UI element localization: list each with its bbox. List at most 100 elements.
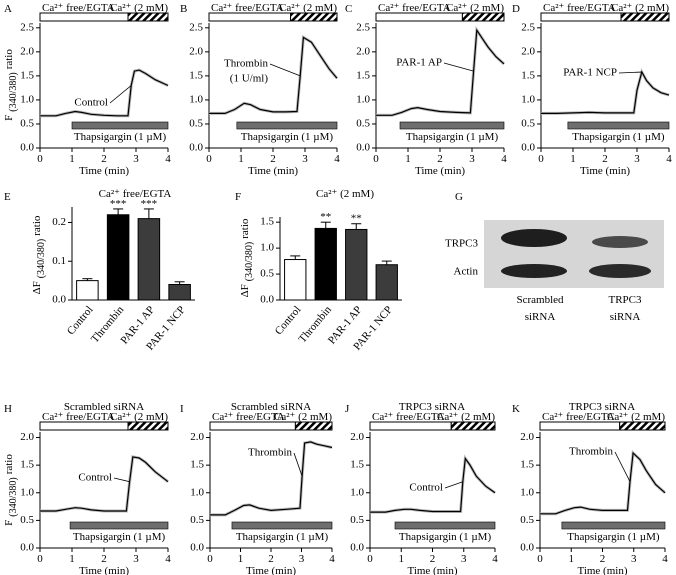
trace bbox=[376, 28, 505, 116]
buffer-period bbox=[209, 421, 296, 431]
y-tick-label: 2.0 bbox=[521, 45, 535, 57]
y-axis-title-part: F bbox=[3, 115, 15, 121]
thapsigargin-bar bbox=[231, 521, 333, 530]
buffer-label: Ca²⁺ free/EGTA bbox=[543, 2, 616, 14]
x-tick-label: 3 bbox=[133, 553, 139, 565]
panel-title: Ca²⁺ (2 mM) bbox=[316, 188, 374, 200]
calcium-label: Ca²⁺ (2 mM) bbox=[279, 2, 337, 14]
y-tick-label: 1.5 bbox=[260, 216, 274, 228]
bar bbox=[345, 228, 368, 301]
x-tick-label: 2 bbox=[270, 153, 276, 165]
calcium-label: Ca²⁺ (2 mM) bbox=[437, 411, 495, 423]
y-axis-title-sub: (340/380) bbox=[244, 242, 255, 281]
x-tick-label: 4 bbox=[329, 553, 335, 565]
buffer-label: Ca²⁺ free/EGTA bbox=[42, 411, 115, 423]
trace-label: PAR-1 NCP bbox=[563, 67, 617, 79]
blot-band bbox=[592, 236, 648, 248]
trace-label: Control bbox=[409, 482, 443, 494]
calcium-period bbox=[127, 421, 169, 431]
x-tick-label: 0 bbox=[537, 553, 543, 565]
x-tick-label: 1 bbox=[69, 153, 75, 165]
buffer-label: Ca²⁺ free/EGTA bbox=[372, 411, 445, 423]
trace-label: Control bbox=[74, 97, 108, 109]
x-tick-label: 4 bbox=[501, 153, 507, 165]
y-tick-label: 0.0 bbox=[260, 294, 274, 306]
blot-row-label: TRPC3 bbox=[445, 238, 479, 250]
y-axis-title-part: F bbox=[3, 520, 15, 526]
blot-lane-label: siRNA bbox=[525, 311, 556, 323]
x-tick-label: 3 bbox=[631, 553, 637, 565]
thapsigargin-label: Thapsigargin (1 µM) bbox=[74, 131, 167, 143]
trace-label-pointer bbox=[443, 62, 474, 72]
x-tick-label: 4 bbox=[492, 553, 498, 565]
thapsigargin-label: Thapsigargin (1 µM) bbox=[241, 131, 334, 143]
thapsigargin-label: Thapsigargin (1 µM) bbox=[572, 131, 665, 143]
trace-label: Thrombin bbox=[569, 446, 613, 458]
panel-title: TRPC3 siRNA bbox=[569, 401, 635, 413]
significance-label: ** bbox=[320, 211, 331, 223]
buffer-period bbox=[369, 421, 452, 431]
thapsigargin-bar bbox=[69, 521, 169, 530]
trace-label-pointer bbox=[444, 481, 463, 489]
y-tick-label: 0.0 bbox=[190, 542, 204, 554]
trace bbox=[209, 36, 338, 114]
blot-band bbox=[501, 264, 567, 278]
y-axis-title-part: ratio bbox=[31, 215, 43, 236]
trace bbox=[40, 456, 169, 512]
bar bbox=[375, 264, 398, 301]
y-tick-label: 0.5 bbox=[350, 514, 364, 526]
thapsigargin-bar bbox=[394, 521, 496, 530]
buffer-period bbox=[39, 421, 129, 431]
y-tick-label: 1.5 bbox=[190, 459, 204, 471]
y-tick-label: 1.0 bbox=[521, 93, 535, 105]
thapsigargin-label: Thapsigargin (1 µM) bbox=[399, 531, 492, 543]
panel-letter: E bbox=[4, 191, 11, 203]
y-tick-label: 0.0 bbox=[52, 294, 66, 306]
x-tick-label: 0 bbox=[37, 153, 43, 165]
y-tick-label: 0.0 bbox=[20, 142, 34, 154]
x-tick-label: 4 bbox=[662, 553, 668, 565]
panel-letter: C bbox=[345, 3, 352, 15]
y-axis-title-sub: (340/380) bbox=[36, 239, 47, 278]
y-tick-label: 1.0 bbox=[520, 486, 534, 498]
panel-title: Scrambled siRNA bbox=[231, 401, 311, 413]
calcium-label: Ca²⁺ (2 mM) bbox=[110, 411, 168, 423]
trace-label: Thrombin bbox=[248, 447, 292, 459]
y-tick-label: 0.0 bbox=[20, 542, 34, 554]
x-tick-label: 3 bbox=[461, 553, 467, 565]
x-tick-label: Control bbox=[65, 304, 96, 337]
y-tick-label: 1.5 bbox=[350, 459, 364, 471]
panel-letter: I bbox=[180, 403, 184, 415]
trace bbox=[210, 441, 333, 516]
y-tick-label: 0.1 bbox=[52, 255, 66, 267]
thapsigargin-bar bbox=[567, 121, 670, 130]
trace-label: PAR-1 AP bbox=[396, 57, 442, 69]
panel-letter: D bbox=[512, 3, 520, 15]
trace bbox=[541, 70, 670, 114]
bar bbox=[284, 259, 307, 301]
blot-lane-label: siRNA bbox=[610, 311, 641, 323]
calcium-label: Ca²⁺ (2 mM) bbox=[274, 411, 332, 423]
x-tick-label: 4 bbox=[666, 153, 672, 165]
y-axis-title: F (340/380) ratio bbox=[3, 454, 19, 526]
y-tick-label: 0.5 bbox=[521, 117, 535, 129]
thapsigargin-label: Thapsigargin (1 µM) bbox=[236, 531, 329, 543]
panel-letter: K bbox=[512, 403, 520, 415]
bar bbox=[76, 280, 99, 301]
y-tick-label: 2.5 bbox=[356, 21, 370, 33]
bar bbox=[106, 214, 130, 301]
y-tick-label: 2.0 bbox=[20, 431, 34, 443]
buffer-period bbox=[208, 12, 292, 22]
x-axis-title: Time (min) bbox=[415, 165, 465, 177]
thapsigargin-bar bbox=[71, 121, 169, 130]
blot-membrane bbox=[484, 220, 664, 288]
buffer-label: Ca²⁺ free/EGTA bbox=[542, 411, 615, 423]
y-tick-label: 2.0 bbox=[520, 431, 534, 443]
thapsigargin-bar bbox=[236, 121, 338, 130]
y-tick-label: 1.0 bbox=[20, 93, 34, 105]
bar bbox=[314, 227, 337, 301]
panel-title: Scrambled siRNA bbox=[64, 401, 144, 413]
buffer-period bbox=[375, 12, 463, 22]
panel-title: Ca²⁺ free/EGTA bbox=[99, 188, 172, 200]
x-tick-label: 0 bbox=[207, 553, 213, 565]
